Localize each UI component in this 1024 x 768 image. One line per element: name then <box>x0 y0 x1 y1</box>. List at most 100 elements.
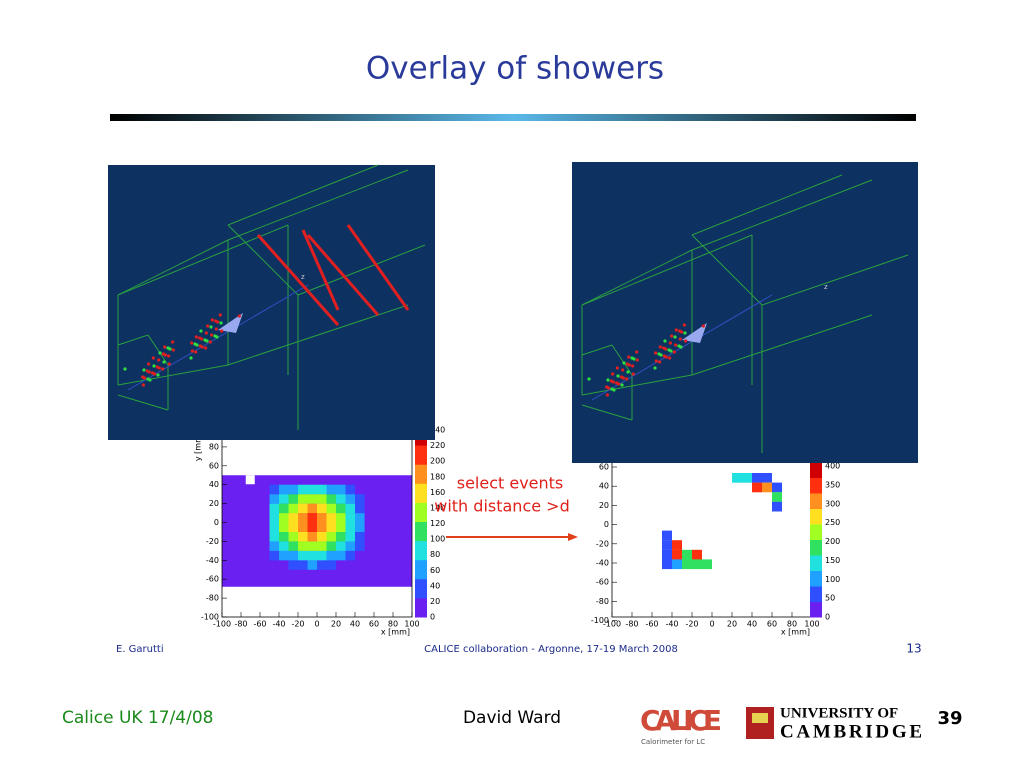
hit <box>162 360 166 364</box>
heat-cell <box>307 560 318 570</box>
heat-cell <box>279 550 289 561</box>
colorbar-cell <box>415 464 427 475</box>
hit <box>626 370 630 374</box>
heat-cell <box>317 513 327 523</box>
heat-cell <box>279 503 289 514</box>
hit <box>678 337 682 341</box>
hit <box>664 355 668 359</box>
hit <box>587 377 591 381</box>
hit <box>670 334 674 338</box>
hit <box>215 335 219 339</box>
wire <box>691 234 763 306</box>
colorbar-cell <box>415 607 427 618</box>
wire <box>581 249 693 306</box>
hit <box>194 350 198 354</box>
heat-cell <box>326 541 337 551</box>
colorbar-label: 220 <box>430 441 445 450</box>
colorbar-label: 120 <box>430 519 445 528</box>
y-tick-label: 0 <box>604 520 609 529</box>
x-tick-label: -20 <box>685 620 698 629</box>
colorbar-label: 60 <box>430 566 440 575</box>
hit <box>156 373 160 377</box>
heat-cell <box>752 473 762 483</box>
hit <box>167 354 171 358</box>
heat-cell <box>298 484 308 495</box>
heat-cell <box>672 559 682 570</box>
x-tick-label: 20 <box>331 620 341 629</box>
heat-cell <box>336 513 346 523</box>
hit <box>214 327 218 331</box>
colorbar-cell <box>810 555 822 564</box>
x-tick-label: -100 <box>603 620 621 629</box>
x-tick-label: 40 <box>747 620 757 629</box>
colorbar-label: 200 <box>430 457 445 466</box>
colorbar-cell <box>415 578 427 589</box>
hit <box>141 383 145 387</box>
hit <box>123 367 127 371</box>
heat-cell <box>317 484 327 495</box>
colorbar-label: 80 <box>430 550 440 559</box>
hit <box>142 368 146 372</box>
wire <box>227 224 299 296</box>
heat-cell <box>317 531 327 542</box>
heat-cell <box>279 522 289 532</box>
wire <box>297 244 426 296</box>
colorbar-cell <box>810 524 822 533</box>
heat-cell <box>345 513 356 523</box>
cone <box>682 323 707 343</box>
heat-cell <box>692 559 702 570</box>
colorbar-cell <box>415 473 427 484</box>
heat-cell <box>298 522 308 532</box>
heat-cell <box>355 503 365 514</box>
hit <box>210 318 214 322</box>
hit <box>204 346 208 350</box>
heat-cell <box>269 513 280 523</box>
axis-z: z <box>301 273 305 281</box>
colorbar-cell <box>810 462 822 471</box>
hit <box>631 372 635 376</box>
hit <box>161 367 165 371</box>
colorbar-label: 240 <box>430 426 445 435</box>
hit <box>701 324 705 328</box>
colorbar-cell <box>415 435 427 446</box>
heat-cell <box>345 531 356 542</box>
heat-cell <box>288 550 299 561</box>
colorbar-cell <box>810 508 822 517</box>
heat-cell <box>288 484 299 495</box>
wire <box>581 404 633 421</box>
heat-cell <box>762 482 772 493</box>
hit <box>194 335 198 339</box>
hit <box>219 321 223 325</box>
heat-cell <box>326 484 337 495</box>
hit <box>612 388 616 392</box>
footer-center: David Ward <box>463 708 561 728</box>
axis-z: z <box>824 283 828 291</box>
colorbar-label: 350 <box>825 480 840 489</box>
x-tick-label: -40 <box>272 620 285 629</box>
hit <box>668 341 672 345</box>
y-tick-label: -20 <box>596 539 609 548</box>
heat-cell <box>279 513 289 523</box>
heat-cell <box>307 484 318 495</box>
heat-cell <box>326 531 337 542</box>
wire <box>306 234 380 316</box>
heat-cell <box>662 530 672 541</box>
colorbar-label: 0 <box>825 613 830 622</box>
heat-cell <box>307 494 318 504</box>
hit <box>620 383 624 387</box>
hit <box>680 330 684 334</box>
heat-cell <box>317 494 327 504</box>
wire <box>346 224 410 311</box>
x-tick-label: 0 <box>709 620 714 629</box>
heat-cell <box>307 531 318 542</box>
colorbar-label: 100 <box>430 535 445 544</box>
colorbar-label: 0 <box>430 613 435 622</box>
heat-cell <box>355 513 365 523</box>
hit <box>199 329 203 333</box>
colorbar-cell <box>810 578 822 587</box>
colorbar-cell <box>810 485 822 494</box>
hit <box>195 343 199 347</box>
colorbar-label: 150 <box>825 556 840 565</box>
calice-sub: Calorimeter for LC <box>641 738 705 746</box>
hit <box>147 362 151 366</box>
